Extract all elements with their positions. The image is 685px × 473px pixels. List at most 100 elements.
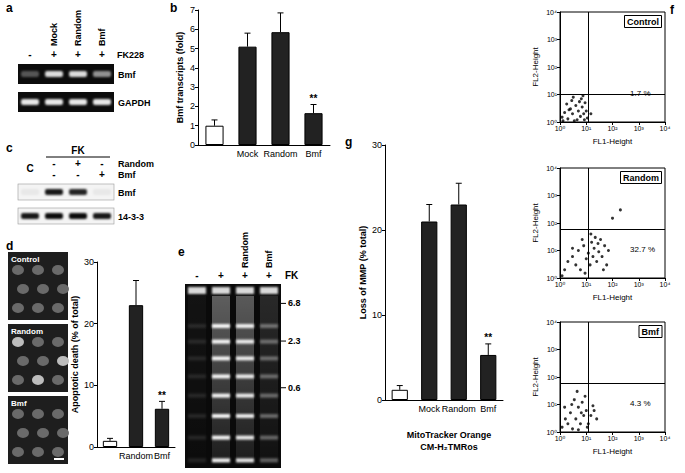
svg-text:FL2-Height: FL2-Height bbox=[531, 356, 540, 396]
svg-text:f: f bbox=[670, 3, 675, 17]
svg-text:Bmf: Bmf bbox=[642, 327, 661, 337]
svg-text:FL2-Height: FL2-Height bbox=[531, 202, 540, 242]
svg-text:Random: Random bbox=[240, 232, 250, 268]
svg-text:32.7 %: 32.7 % bbox=[630, 245, 655, 254]
svg-text:Control: Control bbox=[11, 255, 39, 264]
svg-text:Bmf: Bmf bbox=[118, 70, 137, 80]
svg-text:Mock: Mock bbox=[237, 149, 259, 159]
svg-text:10⁴: 10⁴ bbox=[546, 165, 557, 172]
svg-text:10¹: 10¹ bbox=[581, 435, 592, 442]
svg-text:Random: Random bbox=[11, 327, 43, 336]
svg-text:-: - bbox=[100, 158, 103, 169]
svg-text:**: ** bbox=[484, 332, 492, 343]
svg-text:10³: 10³ bbox=[634, 125, 645, 132]
svg-text:0: 0 bbox=[89, 442, 94, 452]
svg-text:CM-H₂TMRos: CM-H₂TMRos bbox=[420, 442, 478, 452]
svg-text:FL1-Height: FL1-Height bbox=[593, 137, 633, 146]
svg-text:4: 4 bbox=[190, 63, 195, 73]
svg-text:10⁰: 10⁰ bbox=[555, 125, 566, 132]
svg-text:20: 20 bbox=[372, 225, 382, 235]
svg-text:10³: 10³ bbox=[547, 192, 558, 199]
svg-text:0.6: 0.6 bbox=[288, 383, 301, 393]
svg-text:Random: Random bbox=[119, 451, 153, 461]
svg-text:10²: 10² bbox=[547, 374, 558, 381]
svg-text:5: 5 bbox=[190, 44, 195, 54]
svg-text:-: - bbox=[195, 270, 198, 281]
svg-text:Bmf: Bmf bbox=[97, 27, 107, 46]
svg-text:10³: 10³ bbox=[634, 281, 645, 288]
svg-text:-: - bbox=[76, 169, 79, 180]
svg-text:10⁴: 10⁴ bbox=[546, 9, 557, 16]
svg-text:Apoptotic death (% of total): Apoptotic death (% of total) bbox=[70, 296, 80, 413]
svg-text:C: C bbox=[26, 163, 33, 174]
svg-text:10⁴: 10⁴ bbox=[546, 319, 557, 326]
svg-text:10⁴: 10⁴ bbox=[660, 281, 671, 288]
svg-text:0: 0 bbox=[190, 140, 195, 150]
svg-text:10: 10 bbox=[372, 310, 382, 320]
svg-text:**: ** bbox=[158, 390, 166, 401]
svg-text:MitoTracker Orange: MitoTracker Orange bbox=[407, 430, 492, 440]
svg-text:Mock: Mock bbox=[49, 22, 59, 46]
svg-text:Bmf: Bmf bbox=[118, 188, 137, 198]
svg-text:+: + bbox=[266, 270, 272, 281]
svg-text:4.3 %: 4.3 % bbox=[630, 399, 650, 408]
svg-text:Random: Random bbox=[442, 404, 476, 414]
svg-text:+: + bbox=[99, 169, 105, 180]
svg-text:e: e bbox=[178, 245, 185, 259]
svg-text:20: 20 bbox=[84, 319, 94, 329]
svg-text:d: d bbox=[6, 239, 13, 253]
svg-text:3: 3 bbox=[190, 82, 195, 92]
svg-text:6: 6 bbox=[190, 24, 195, 34]
svg-text:1.7 %: 1.7 % bbox=[630, 89, 650, 98]
svg-text:g: g bbox=[345, 135, 352, 149]
svg-text:FK228: FK228 bbox=[117, 50, 144, 60]
svg-text:10¹: 10¹ bbox=[547, 401, 558, 408]
svg-text:+: + bbox=[218, 270, 224, 281]
svg-text:-: - bbox=[52, 169, 55, 180]
svg-text:Random: Random bbox=[623, 173, 659, 183]
svg-text:c: c bbox=[6, 141, 13, 155]
svg-text:14-3-3: 14-3-3 bbox=[118, 212, 144, 222]
svg-text:+: + bbox=[75, 49, 81, 60]
svg-text:10⁰: 10⁰ bbox=[555, 281, 566, 288]
svg-text:Bmf: Bmf bbox=[264, 249, 274, 268]
svg-text:GAPDH: GAPDH bbox=[118, 98, 151, 108]
svg-text:0: 0 bbox=[377, 395, 382, 405]
svg-text:10²: 10² bbox=[607, 281, 618, 288]
svg-text:10²: 10² bbox=[547, 220, 558, 227]
svg-text:10¹: 10¹ bbox=[547, 91, 558, 98]
svg-text:30: 30 bbox=[372, 140, 382, 150]
svg-text:-: - bbox=[28, 49, 31, 60]
svg-text:FK: FK bbox=[285, 270, 299, 281]
svg-text:10⁰: 10⁰ bbox=[555, 435, 566, 442]
svg-text:FL1-Height: FL1-Height bbox=[593, 293, 633, 302]
svg-text:10¹: 10¹ bbox=[547, 247, 558, 254]
svg-text:Bmf: Bmf bbox=[305, 149, 322, 159]
svg-text:Bmf: Bmf bbox=[118, 170, 137, 180]
svg-text:10¹: 10¹ bbox=[581, 281, 592, 288]
svg-text:Bmf: Bmf bbox=[154, 451, 171, 461]
svg-text:10: 10 bbox=[84, 380, 94, 390]
svg-text:10²: 10² bbox=[547, 64, 558, 71]
svg-text:a: a bbox=[6, 1, 13, 15]
svg-text:30: 30 bbox=[84, 257, 94, 267]
svg-text:Loss of MMP (% total): Loss of MMP (% total) bbox=[358, 226, 368, 319]
svg-text:**: ** bbox=[310, 93, 318, 104]
svg-text:Bmf transcripts (fold): Bmf transcripts (fold) bbox=[175, 32, 185, 124]
svg-text:Random: Random bbox=[263, 149, 297, 159]
svg-text:10⁴: 10⁴ bbox=[660, 435, 671, 442]
svg-text:2.3: 2.3 bbox=[288, 336, 301, 346]
svg-text:Mock: Mock bbox=[418, 404, 440, 414]
svg-text:10⁴: 10⁴ bbox=[660, 125, 671, 132]
svg-text:FL2-Height: FL2-Height bbox=[531, 46, 540, 86]
svg-text:FL1-Height: FL1-Height bbox=[593, 447, 633, 456]
svg-text:6.8: 6.8 bbox=[288, 298, 301, 308]
svg-text:-: - bbox=[52, 158, 55, 169]
svg-text:Bmf: Bmf bbox=[480, 404, 497, 414]
svg-text:1: 1 bbox=[190, 121, 195, 131]
svg-text:Random: Random bbox=[118, 159, 154, 169]
svg-text:7: 7 bbox=[190, 5, 195, 15]
svg-text:+: + bbox=[51, 49, 57, 60]
svg-text:+: + bbox=[75, 158, 81, 169]
svg-text:b: b bbox=[170, 1, 177, 15]
